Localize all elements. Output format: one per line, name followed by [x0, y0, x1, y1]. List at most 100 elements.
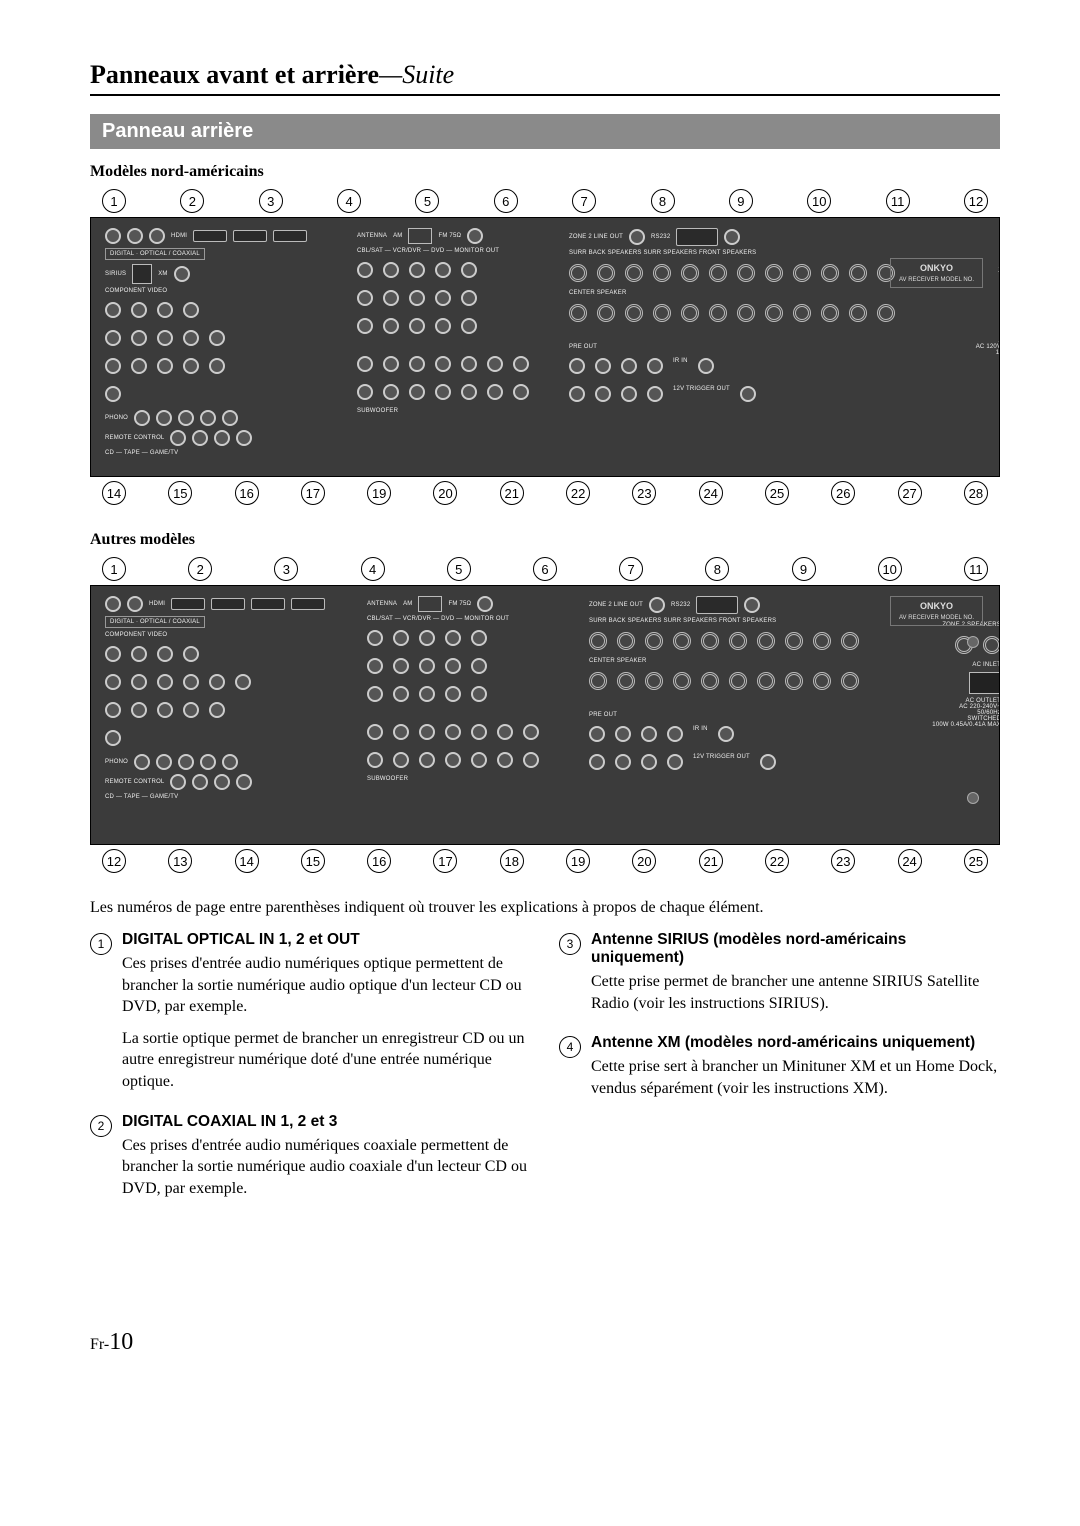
callout-21: 21 [500, 481, 524, 505]
callout-12: 12 [102, 849, 126, 873]
desc-para: La sortie optique permet de brancher un … [122, 1028, 531, 1093]
lbl-center-2: CENTER SPEAKER [589, 658, 859, 664]
callout-6: 6 [533, 557, 557, 581]
callout-2: 2 [188, 557, 212, 581]
desc-title: DIGITAL COAXIAL IN 1, 2 et 3 [122, 1113, 531, 1131]
lbl-digital-2: DIGITAL · OPTICAL / COAXIAL [105, 616, 205, 628]
callout-5: 5 [447, 557, 471, 581]
lbl-row1-2: CD — TAPE — GAME/TV [105, 794, 355, 800]
subhead-na: Modèles nord-américains [90, 163, 1000, 181]
desc-item-2: 2 DIGITAL COAXIAL IN 1, 2 et 3 Ces prises … [90, 1113, 531, 1210]
page-footer: Fr-10 [90, 1329, 1000, 1356]
callout-8: 8 [651, 189, 675, 213]
desc-num: 1 [90, 933, 112, 955]
subhead-other: Autres modèles [90, 531, 1000, 549]
screw-icon [967, 792, 979, 804]
section-bar: Panneau arrière [90, 114, 1000, 149]
lbl-sub: SUBWOOFER [357, 408, 557, 414]
lbl-remote-2: REMOTE CONTROL [105, 779, 164, 785]
callout-24: 24 [699, 481, 723, 505]
lbl-am: AM [393, 233, 402, 239]
callout-20: 20 [433, 481, 457, 505]
lbl-trigger: 12V TRIGGER OUT [673, 386, 730, 402]
lbl-remote: REMOTE CONTROL [105, 435, 164, 441]
callout-18: 18 [500, 849, 524, 873]
lbl-row-mid: CBL/SAT — VCR/DVR — DVD — MONITOR OUT [357, 248, 557, 254]
lbl-row1: CD — TAPE — GAME/TV [105, 450, 345, 456]
desc-title: DIGITAL OPTICAL IN 1, 2 et OUT [122, 931, 531, 949]
callout-9: 9 [792, 557, 816, 581]
rear-panel-na: ONKYO AV RECEIVER MODEL NO. HDMI DIGITAL… [90, 217, 1000, 477]
ac-inlet-icon [969, 672, 1000, 694]
lbl-component: COMPONENT VIDEO [105, 288, 345, 294]
lbl-sub-2: SUBWOOFER [367, 776, 577, 782]
desc-para: Ces prises d'entrée audio numériques coa… [122, 1135, 531, 1200]
callout-15: 15 [301, 849, 325, 873]
callout-19: 19 [566, 849, 590, 873]
callout-28: 28 [964, 481, 988, 505]
callout-15: 15 [168, 481, 192, 505]
callout-27: 27 [898, 481, 922, 505]
footer-number: 10 [109, 1329, 133, 1355]
footer-prefix: Fr- [90, 1336, 109, 1353]
callout-10: 10 [878, 557, 902, 581]
brand-label-2: ONKYO [920, 601, 953, 611]
callout-13: 13 [168, 849, 192, 873]
callout-21: 21 [699, 849, 723, 873]
callout-4: 4 [337, 189, 361, 213]
brand-box-2: ONKYO AV RECEIVER MODEL NO. [890, 596, 983, 626]
callout-19: 19 [367, 481, 391, 505]
descriptions: 1 DIGITAL OPTICAL IN 1, 2 et OUT Ces prise… [90, 931, 1000, 1219]
lbl-antenna: ANTENNA [357, 233, 387, 239]
brand-sub: AV RECEIVER MODEL NO. [899, 277, 974, 283]
lbl-fm: FM 75Ω [438, 233, 461, 239]
lbl-rs232: RS232 [651, 234, 670, 240]
title-ital: Suite [402, 60, 454, 89]
lbl-center: CENTER SPEAKER [569, 290, 895, 296]
callout-22: 22 [566, 481, 590, 505]
callout-25: 25 [964, 849, 988, 873]
callout-16: 16 [235, 481, 259, 505]
callout-23: 23 [831, 849, 855, 873]
callout-17: 17 [433, 849, 457, 873]
lbl-rs232-2: RS232 [671, 602, 690, 608]
callout-10: 10 [807, 189, 831, 213]
callout-24: 24 [898, 849, 922, 873]
lbl-ac-na: AC OUTLET AC 120V~ 60Hz SWITCHED 120W 1A… [976, 338, 1000, 356]
callout-22: 22 [765, 849, 789, 873]
lbl-component-2: COMPONENT VIDEO [105, 632, 355, 638]
callout-23: 23 [632, 481, 656, 505]
rear-panel-other: ONKYO AV RECEIVER MODEL NO. HDMI DIGITAL… [90, 585, 1000, 845]
callout-8: 8 [705, 557, 729, 581]
desc-num: 4 [559, 1036, 581, 1058]
desc-num: 3 [559, 933, 581, 955]
lbl-hdmi-2: HDMI [149, 601, 165, 607]
lbl-digital: DIGITAL · OPTICAL / COAXIAL [105, 248, 205, 260]
callout-4: 4 [361, 557, 385, 581]
lbl-acinlet: AC INLET [972, 662, 1000, 668]
callout-14: 14 [102, 481, 126, 505]
callout-25: 25 [765, 481, 789, 505]
lbl-phono: PHONO [105, 415, 128, 421]
diagram-na: 123456789101112 ONKYO AV RECEIVER MODEL … [90, 189, 1000, 505]
callout-9: 9 [729, 189, 753, 213]
title-sep: — [379, 60, 402, 89]
page-title: Panneaux avant et arrière—Suite [90, 60, 1000, 96]
lbl-preout-2: PRE OUT [589, 712, 859, 718]
desc-para: Ces prises d'entrée audio numériques opt… [122, 953, 531, 1018]
callout-11: 11 [964, 557, 988, 581]
lbl-antenna-2: ANTENNA [367, 601, 397, 607]
callout-12: 12 [964, 189, 988, 213]
lbl-ir-2: IR IN [693, 726, 708, 742]
desc-item-4: 4Antenne XM (modèles nord-américains uni… [559, 1034, 1000, 1109]
callout-16: 16 [367, 849, 391, 873]
callout-11: 11 [886, 189, 910, 213]
callout-7: 7 [619, 557, 643, 581]
brand-label: ONKYO [920, 263, 953, 273]
desc-num: 2 [90, 1115, 112, 1137]
callout-1: 1 [102, 557, 126, 581]
lbl-fm-2: FM 75Ω [448, 601, 471, 607]
lbl-trigger-2: 12V TRIGGER OUT [693, 754, 750, 770]
lbl-spk-row: SURR BACK SPEAKERS SURR SPEAKERS FRONT S… [569, 250, 895, 256]
lbl-phono-2: PHONO [105, 759, 128, 765]
